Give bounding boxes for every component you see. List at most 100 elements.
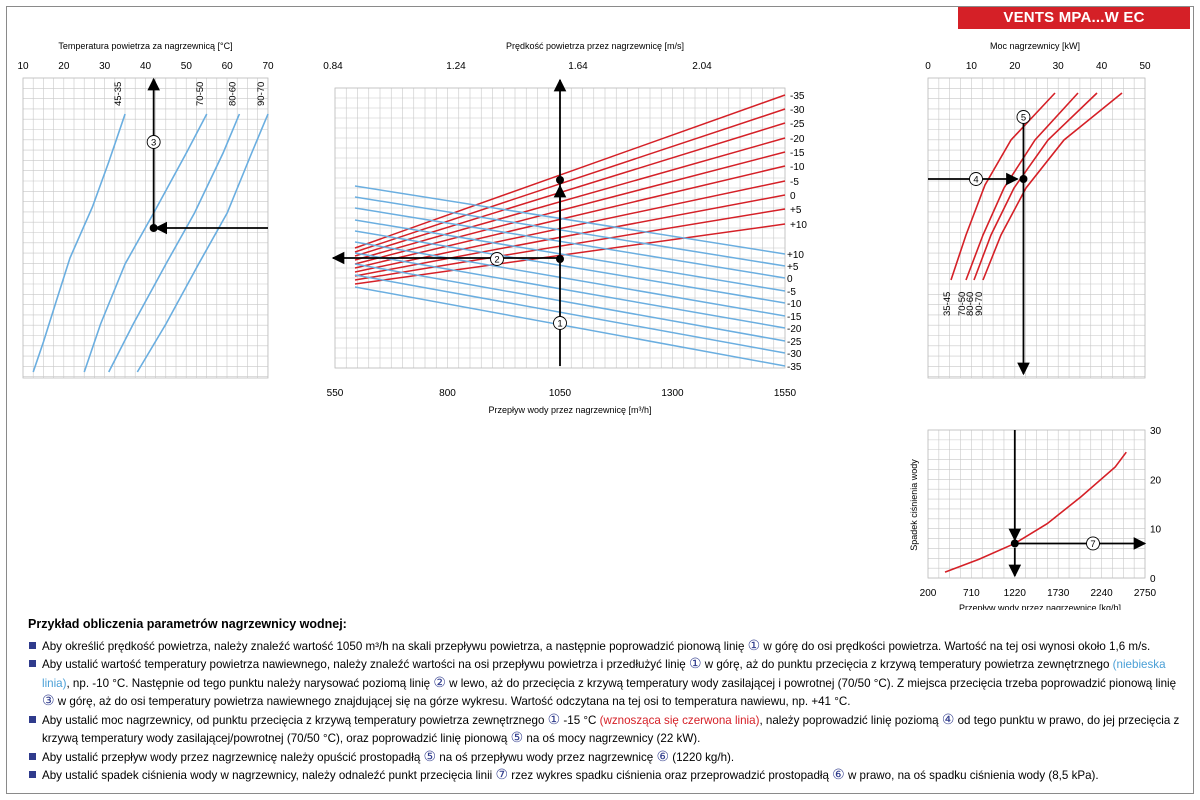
circled-number-icon: ⑦ — [495, 766, 509, 782]
callout-2: 2 — [494, 255, 499, 266]
calculation-example: Przykład obliczenia parametrów nagrzewni… — [28, 616, 1188, 785]
note-text: Aby ustalić wartość temperatury powietrz… — [42, 658, 689, 671]
series-label-blue: -5 — [787, 287, 796, 298]
x-tick-label: 1730 — [1047, 588, 1070, 599]
series-label-blue: -20 — [787, 324, 802, 335]
x-tick-label: 40 — [140, 61, 152, 72]
x-tick-label: 30 — [1053, 61, 1065, 72]
series-label-red: -15 — [790, 148, 805, 159]
plot-frame — [927, 429, 1146, 579]
callout-1: 1 — [557, 319, 562, 330]
series-label-blue: -25 — [787, 337, 802, 348]
series-label-red: -20 — [790, 134, 805, 145]
circled-number-icon: ⑥ — [832, 766, 845, 782]
note-item: Aby określić prędkość powietrza, należy … — [28, 637, 1188, 656]
circled-number-icon: ⑤ — [510, 729, 524, 745]
series-line — [944, 451, 1127, 573]
x-tick-label: 60 — [222, 61, 234, 72]
series-line — [982, 92, 1123, 281]
chart-title: Moc nagrzewnicy [kW] — [990, 41, 1080, 51]
series-line — [973, 92, 1098, 281]
series-line-blue — [354, 219, 786, 292]
series-line-red — [354, 208, 786, 281]
series-label-blue: -30 — [787, 349, 802, 360]
circled-number-icon: ⑥ — [656, 747, 670, 764]
series-line-blue — [354, 274, 786, 354]
series-line-blue — [354, 185, 786, 255]
series-label-blue: -10 — [787, 299, 802, 310]
note-text: w górę, aż do punktu przecięcia z krzywą… — [701, 658, 1113, 671]
x2-tick-label: 0.84 — [323, 61, 343, 72]
callout-3: 3 — [151, 138, 156, 149]
series-label-blue: -15 — [787, 312, 802, 323]
charts-canvas: Temperatura powietrza za nagrzewnicą [°C… — [17, 41, 1162, 610]
series-line-blue — [354, 263, 786, 342]
series-line — [83, 113, 208, 373]
series-label-red: 0 — [790, 191, 796, 202]
note-text: w górę do osi prędkości powietrza. Warto… — [760, 639, 1151, 653]
page-frame — [6, 6, 1194, 794]
intersection-marker — [556, 255, 564, 263]
circled-number-icon: ④ — [941, 710, 955, 727]
note-text: na oś przepływu wody przez nagrzewnicę — [436, 750, 657, 764]
intersection-marker — [556, 176, 564, 184]
highlight-text: (wznosząca się czerwona linia) — [599, 713, 760, 727]
circled-number-icon: ① — [747, 636, 761, 653]
x-tick-label: 2750 — [1134, 588, 1157, 599]
x-tick-label: 10 — [966, 61, 978, 72]
series-label-blue: +5 — [787, 262, 799, 273]
x-axis-label: Przepływ wody przez nagrzewnicę [kg/h] — [959, 603, 1121, 610]
series-line — [965, 92, 1079, 281]
callout-3-circle — [146, 135, 161, 149]
note-text: , np. -10 °C. Następnie od tego punktu n… — [66, 676, 434, 690]
series-line-blue — [354, 230, 786, 304]
note-text: (1220 kg/h). — [669, 750, 735, 764]
pressure-drop-chart: 200 710 1220 1730 2240 2750 0 10 20 30 Przepływ wo… — [909, 426, 1162, 610]
note-item: Aby ustalić przepływ wody przez nagrzewn… — [28, 748, 1188, 767]
series-line-red — [354, 223, 786, 285]
series-line-red — [354, 151, 786, 265]
series-label: 90-70 — [974, 292, 985, 316]
notes-list: Aby określić prędkość powietrza, należy … — [28, 637, 1188, 785]
series-label: 90-70 — [256, 82, 267, 106]
x-tick-label: 0 — [925, 61, 931, 72]
callout-1-circle — [553, 316, 567, 330]
series-line-red — [354, 94, 786, 249]
x-tick-label: 800 — [439, 388, 456, 399]
series-line — [108, 113, 241, 373]
chart-title: Temperatura powietrza za nagrzewnicą [°C… — [58, 41, 232, 51]
note-item: Aby ustalić spadek ciśnienia wody w nagr… — [28, 766, 1188, 785]
y-tick-label: 10 — [1150, 525, 1162, 536]
intersection-marker — [149, 224, 158, 232]
product-banner: VENTS MPA...W EC — [958, 7, 1190, 29]
callout-4-circle — [969, 172, 983, 186]
series-line-blue — [354, 241, 786, 317]
x-tick-label: 20 — [1009, 61, 1021, 72]
notes-title: Przykład obliczenia parametrów nagrzewni… — [28, 617, 347, 631]
note-text: na oś mocy nagrzewnicy (22 kW). — [523, 732, 701, 745]
series-line-red — [354, 137, 786, 261]
x-tick-label: 10 — [17, 61, 29, 72]
series-line-red — [354, 194, 786, 277]
intersection-marker — [1010, 539, 1019, 548]
y-tick-label: 30 — [1150, 426, 1162, 437]
x-tick-label: 2240 — [1090, 588, 1113, 599]
series-label-red: +10 — [790, 220, 807, 231]
callout-5-circle — [1016, 110, 1031, 124]
x-tick-label: 50 — [181, 61, 193, 72]
circled-number-icon: ① — [688, 655, 702, 671]
note-text: rzez wykres spadku ciśnienia oraz przepr… — [508, 769, 833, 782]
series-label-red: -25 — [790, 119, 805, 130]
series-line-blue — [354, 207, 786, 279]
note-text: w lewo, aż do przecięcia z krzywą temper… — [445, 676, 1177, 690]
chart-title: Prędkość powietrza przez nagrzewnicę [m/… — [506, 41, 684, 51]
series-label-red: +5 — [790, 205, 802, 216]
plot-frame — [927, 77, 1146, 379]
series-line-red — [354, 122, 786, 257]
note-text: Aby określić prędkość powietrza, należy … — [42, 639, 748, 653]
series-label-blue: 0 — [787, 274, 793, 285]
note-item: Aby ustalić wartość temperatury powietrz… — [28, 655, 1188, 711]
bullet-icon — [29, 641, 36, 649]
series-label: 70-50 — [195, 82, 206, 106]
circled-number-icon: ⑤ — [423, 747, 437, 764]
